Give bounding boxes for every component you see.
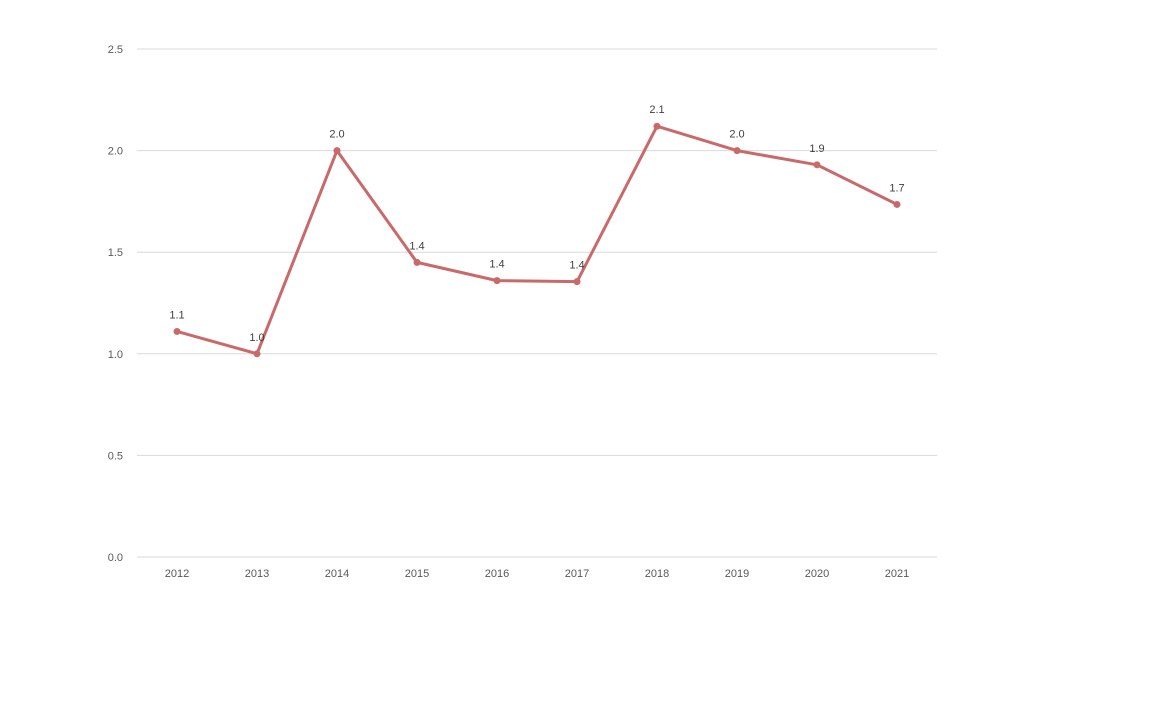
x-tick-label: 2012 bbox=[165, 568, 189, 580]
data-labels: 1.1 1.0 2.0 1.4 1.4 1.4 2.1 2.0 1.9 1.7 bbox=[169, 104, 904, 344]
data-label: 1.9 bbox=[809, 143, 824, 155]
y-tick-label: 1.5 bbox=[108, 247, 123, 259]
data-point bbox=[733, 147, 741, 155]
data-label: 1.1 bbox=[169, 309, 184, 321]
x-tick-label: 2017 bbox=[565, 568, 589, 580]
x-tick-label: 2020 bbox=[805, 568, 829, 580]
data-label: 1.4 bbox=[409, 240, 424, 252]
data-point bbox=[653, 122, 661, 130]
data-label: 1.7 bbox=[889, 182, 904, 194]
data-label: 1.4 bbox=[489, 259, 504, 271]
data-point bbox=[893, 200, 901, 208]
series bbox=[173, 122, 901, 358]
data-point bbox=[173, 327, 181, 335]
x-tick-label: 2014 bbox=[325, 568, 349, 580]
y-tick-label: 2.5 bbox=[108, 44, 123, 56]
data-label: 2.1 bbox=[649, 104, 664, 116]
data-point bbox=[573, 278, 581, 286]
x-tick-label: 2018 bbox=[645, 568, 669, 580]
x-axis: 2012 2013 2014 2015 2016 2017 2018 2019 2020 2021 bbox=[165, 568, 909, 580]
data-label: 1.4 bbox=[569, 260, 584, 272]
y-tick-label: 2.0 bbox=[108, 146, 123, 158]
data-point bbox=[333, 147, 341, 155]
x-tick-label: 2015 bbox=[405, 568, 429, 580]
gridlines bbox=[137, 48, 937, 558]
y-tick-label: 0.5 bbox=[108, 450, 123, 462]
data-point bbox=[413, 258, 421, 266]
data-label: 2.0 bbox=[729, 129, 744, 141]
x-tick-label: 2013 bbox=[245, 568, 269, 580]
x-tick-label: 2021 bbox=[885, 568, 909, 580]
y-tick-label: 1.0 bbox=[108, 349, 123, 361]
y-axis: 0.0 0.5 1.0 1.5 2.0 2.5 bbox=[108, 44, 123, 564]
series-line bbox=[175, 124, 899, 356]
y-tick-label: 0.0 bbox=[108, 552, 123, 564]
data-point bbox=[813, 161, 821, 169]
x-tick-label: 2019 bbox=[725, 568, 749, 580]
data-label: 2.0 bbox=[329, 129, 344, 141]
data-point bbox=[253, 350, 261, 358]
data-label: 1.0 bbox=[249, 332, 264, 344]
x-tick-label: 2016 bbox=[485, 568, 509, 580]
data-point bbox=[493, 277, 501, 285]
